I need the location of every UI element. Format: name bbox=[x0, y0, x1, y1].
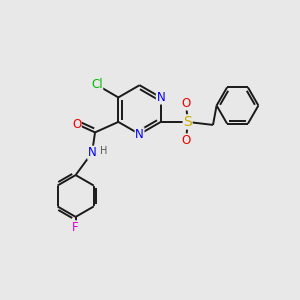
Text: O: O bbox=[72, 118, 81, 130]
Text: H: H bbox=[100, 146, 108, 156]
Text: O: O bbox=[182, 97, 191, 110]
Text: S: S bbox=[183, 115, 192, 129]
Text: O: O bbox=[182, 134, 191, 147]
Text: N: N bbox=[88, 146, 96, 159]
Text: N: N bbox=[135, 128, 144, 141]
Text: N: N bbox=[156, 91, 165, 104]
Text: F: F bbox=[72, 221, 79, 234]
Text: Cl: Cl bbox=[91, 78, 103, 92]
